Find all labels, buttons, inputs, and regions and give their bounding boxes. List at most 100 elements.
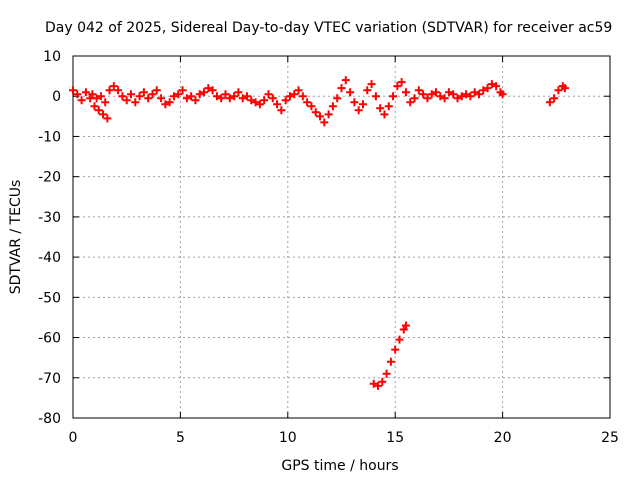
y-tick-label: -80 <box>38 411 61 427</box>
data-point <box>307 102 316 111</box>
grid <box>73 56 610 418</box>
data-point <box>376 104 385 113</box>
data-point <box>285 92 294 101</box>
data-point <box>230 92 239 101</box>
y-tick-label: -10 <box>38 129 61 145</box>
data-point <box>81 88 90 97</box>
data-point <box>174 90 183 99</box>
data-point <box>436 92 445 101</box>
data-point <box>161 100 170 109</box>
data-point <box>200 88 209 97</box>
data-point <box>550 94 559 103</box>
data-point <box>399 325 408 334</box>
data-point <box>103 114 112 123</box>
data-point <box>195 90 204 99</box>
data-point <box>470 88 479 97</box>
data-point <box>367 80 376 89</box>
data-point <box>277 106 286 115</box>
data-point <box>225 94 234 103</box>
data-point <box>462 90 471 99</box>
data-point <box>358 100 367 109</box>
data-point <box>423 94 432 103</box>
data-point <box>281 96 290 105</box>
data-point <box>341 76 350 85</box>
data-point <box>350 98 359 107</box>
data-point <box>337 84 346 93</box>
data-point <box>378 377 387 386</box>
data-point <box>90 102 99 111</box>
data-point <box>217 94 226 103</box>
data-point <box>432 88 441 97</box>
data-point <box>221 90 230 99</box>
data-point <box>94 106 103 115</box>
data-point <box>238 94 247 103</box>
x-tick-label: 20 <box>494 430 512 446</box>
data-point <box>242 92 251 101</box>
y-tick-label: -60 <box>38 331 61 347</box>
data-point <box>554 86 563 95</box>
data-point <box>444 88 453 97</box>
data-point <box>165 98 174 107</box>
data-point <box>311 108 320 117</box>
data-point <box>247 96 256 105</box>
data-point <box>105 86 114 95</box>
data-point <box>101 98 110 107</box>
data-point <box>73 90 82 99</box>
data-point <box>371 92 380 101</box>
data-point <box>333 94 342 103</box>
data-point <box>453 94 462 103</box>
data-point <box>234 88 243 97</box>
data-point <box>498 90 507 99</box>
data-point <box>191 96 200 105</box>
data-point <box>382 369 391 378</box>
data-point <box>212 92 221 101</box>
data-points <box>69 76 569 390</box>
data-point <box>169 92 178 101</box>
data-point <box>427 90 436 99</box>
y-tick-label: 0 <box>52 89 61 105</box>
data-point <box>290 90 299 99</box>
data-point <box>457 92 466 101</box>
data-point <box>545 98 554 107</box>
data-point <box>114 86 123 95</box>
axis-ticks: 10 0 -10 -20 -30 -40 -50 -60 -70 -80 0 5 10 15 20 25 <box>38 49 619 446</box>
data-point <box>395 335 404 344</box>
x-tick-label: 10 <box>279 430 297 446</box>
data-point <box>260 96 269 105</box>
data-point <box>204 84 213 93</box>
data-point <box>96 92 105 101</box>
data-point <box>320 118 329 127</box>
data-point <box>410 94 419 103</box>
data-point <box>122 96 131 105</box>
data-point <box>487 80 496 89</box>
x-tick-label: 5 <box>176 430 185 446</box>
data-point <box>251 98 260 107</box>
data-point <box>264 90 273 99</box>
data-point <box>268 94 277 103</box>
data-point <box>369 379 378 388</box>
data-point <box>380 110 389 119</box>
data-point <box>374 381 383 390</box>
data-point <box>449 90 458 99</box>
data-point <box>389 92 398 101</box>
y-tick-label: -20 <box>38 170 61 186</box>
data-point <box>118 92 127 101</box>
data-point <box>397 78 406 87</box>
data-point <box>324 110 333 119</box>
data-point <box>69 86 77 95</box>
data-point <box>328 102 337 111</box>
data-point <box>99 110 108 119</box>
data-point <box>157 94 166 103</box>
data-point <box>386 357 395 366</box>
data-point <box>384 102 393 111</box>
y-tick-label: -30 <box>38 210 61 226</box>
data-point <box>273 100 282 109</box>
data-point <box>187 92 196 101</box>
data-point <box>178 86 187 95</box>
data-point <box>406 98 415 107</box>
data-point <box>77 96 86 105</box>
data-point <box>144 94 153 103</box>
data-point <box>152 86 161 95</box>
data-point <box>354 106 363 115</box>
